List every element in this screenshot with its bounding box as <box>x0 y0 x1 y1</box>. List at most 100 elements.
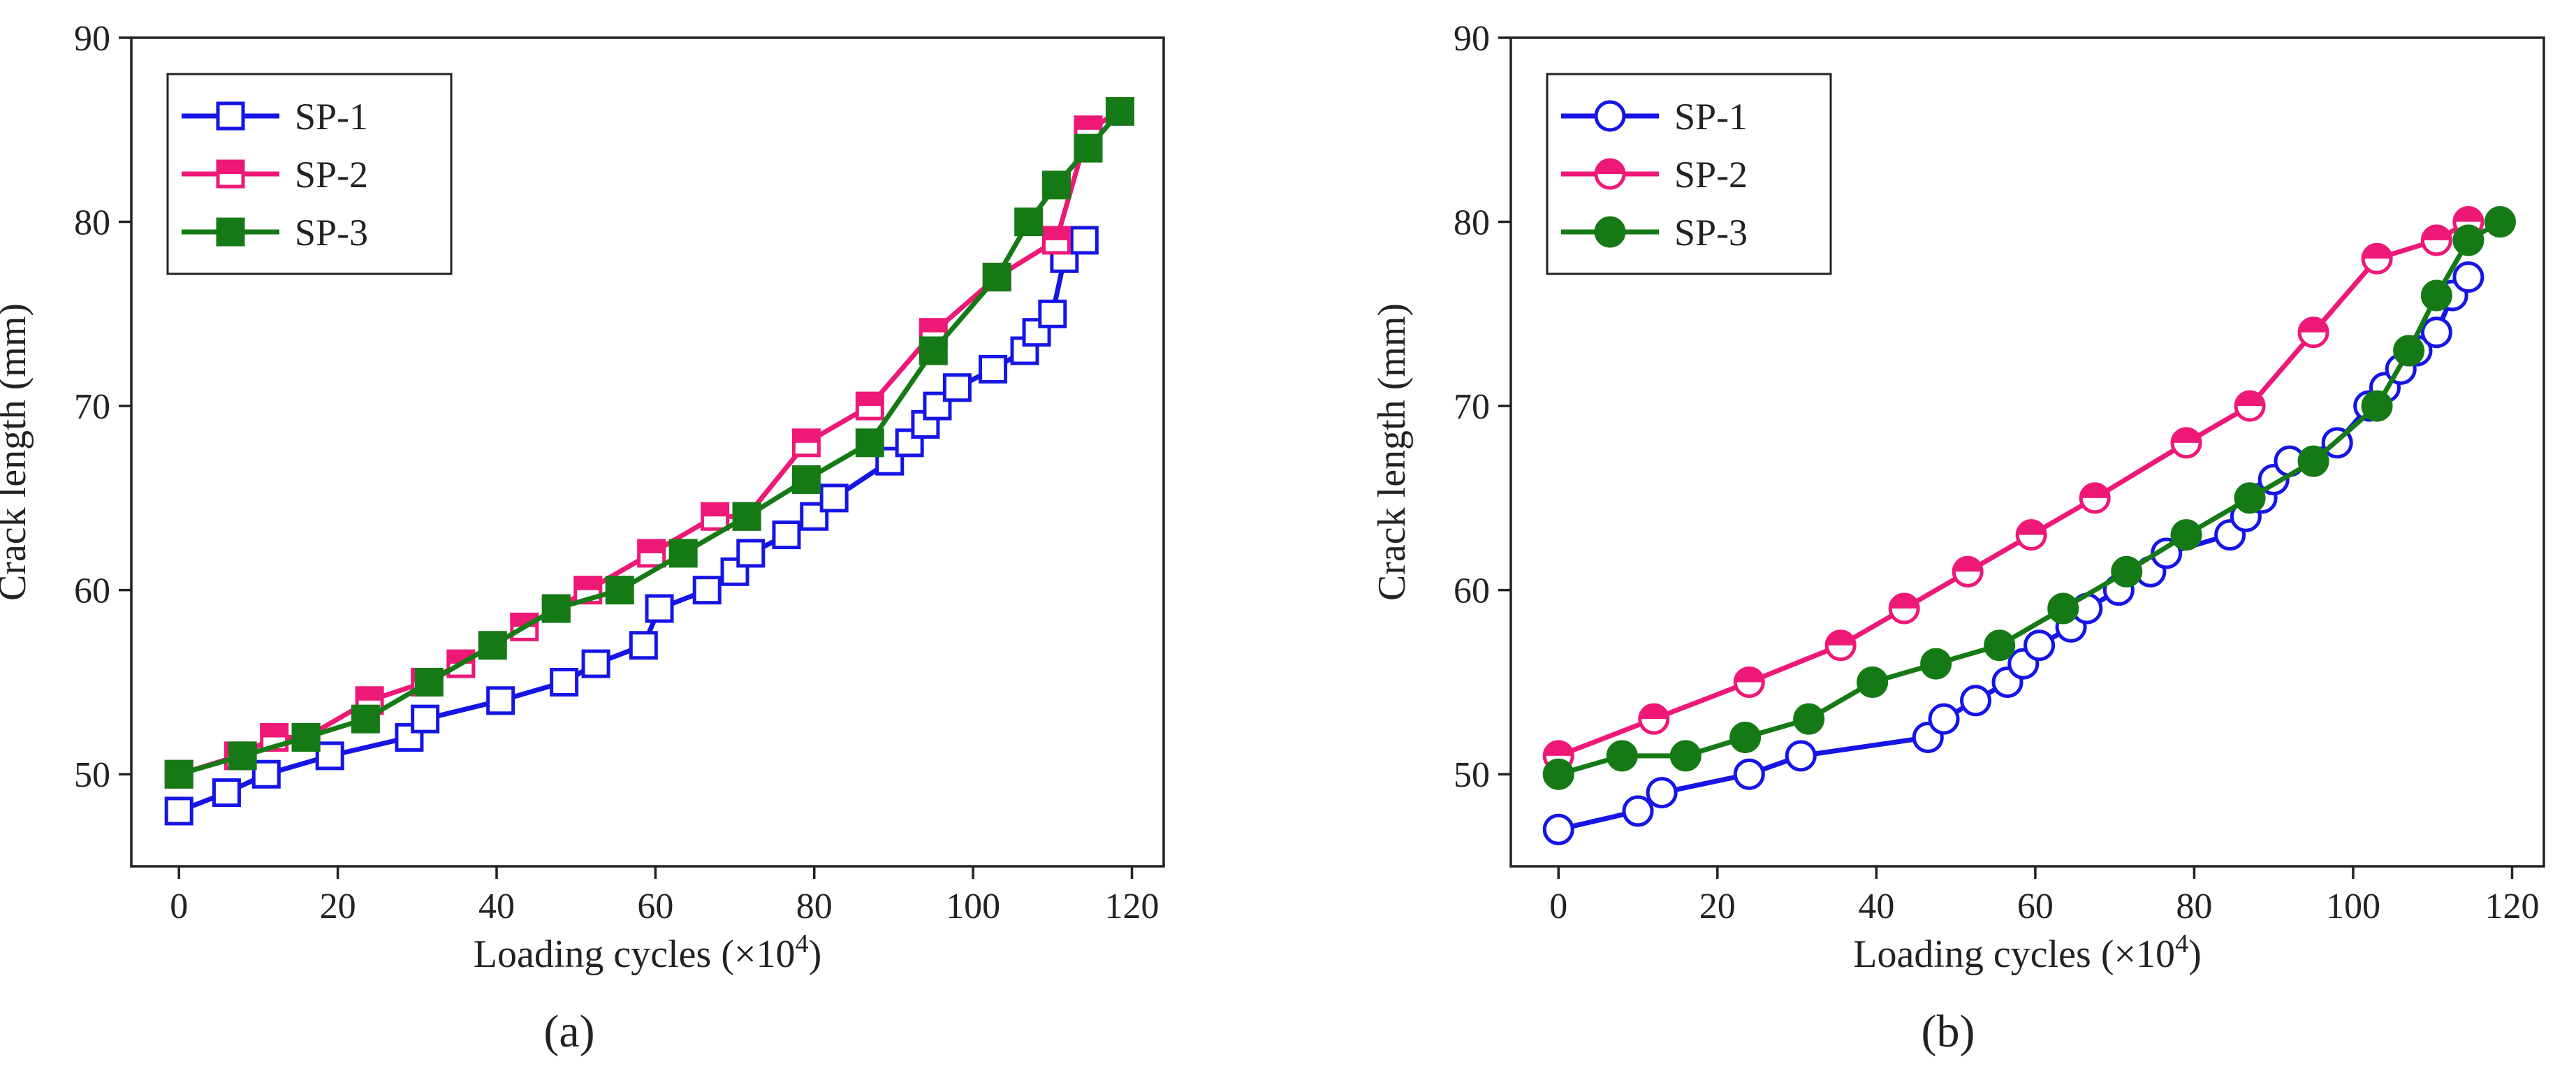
chart-panel-a: 0 20 40 60 80 100 120 50 60 70 80 90 Loading cycles … <box>0 19 1165 976</box>
data-point <box>164 796 193 826</box>
data-point <box>1542 813 1574 845</box>
legend-marker <box>216 101 245 131</box>
panel-label-a: (a) <box>543 1006 594 1057</box>
y-tick-label: 60 <box>1454 571 1490 611</box>
data-point <box>1669 740 1702 772</box>
data-point <box>919 336 948 365</box>
y-tick-label: 80 <box>1454 203 1490 243</box>
legend-marker-fill <box>218 161 243 174</box>
x-axis-title: Loading cycles (×104) <box>474 929 821 976</box>
plot-frame <box>130 36 1165 868</box>
legend-marker <box>1594 216 1626 248</box>
data-point <box>942 373 972 402</box>
y-tick-label: 90 <box>74 19 110 59</box>
data-point <box>819 483 849 513</box>
data-point <box>1622 795 1654 827</box>
data-point <box>414 667 444 697</box>
y-tick-label: 60 <box>74 571 110 611</box>
x-tick-label: 0 <box>1549 887 1567 926</box>
data-point <box>291 723 321 752</box>
data-point <box>228 741 257 771</box>
legend-marker <box>216 217 245 247</box>
x-tick-label: 60 <box>637 887 673 926</box>
series-sp-3 <box>164 96 1134 789</box>
data-point <box>1069 226 1099 255</box>
x-tick-label: 40 <box>478 887 515 926</box>
x-tick-label: 80 <box>2176 887 2212 926</box>
x-tick-label: 120 <box>1105 887 1159 926</box>
data-point <box>411 704 440 734</box>
data-point-fill <box>1735 668 1764 683</box>
data-point <box>1960 685 1992 717</box>
data-point <box>1785 740 1817 772</box>
data-point <box>2420 316 2452 349</box>
data-point-fill <box>702 504 728 517</box>
y-tick-label: 70 <box>1454 387 1490 427</box>
data-point <box>1733 758 1765 790</box>
x-tick-label: 120 <box>2484 887 2539 926</box>
data-point <box>2047 592 2079 625</box>
legend-label: SP-3 <box>295 212 368 254</box>
data-point-fill <box>357 687 383 701</box>
legend-marker-fill <box>1596 160 1624 174</box>
data-point-fill <box>261 724 287 738</box>
data-point <box>1606 740 1638 772</box>
data-point <box>2420 279 2452 312</box>
data-point <box>1920 648 1952 680</box>
data-point <box>2234 482 2266 514</box>
data-point <box>1793 703 1825 735</box>
y-tick-label: 90 <box>1454 19 1490 59</box>
data-point-fill <box>1890 595 1919 609</box>
data-point <box>692 576 722 605</box>
data-point <box>2361 390 2393 422</box>
data-point <box>164 759 193 789</box>
data-point-fill <box>2454 207 2482 222</box>
data-point-fill <box>1639 705 1668 720</box>
x-tick-label: 0 <box>170 887 188 926</box>
data-point-fill <box>1827 631 1855 646</box>
data-point <box>855 428 884 458</box>
data-point-fill <box>921 319 946 333</box>
data-point-fill <box>2422 226 2451 240</box>
data-point <box>736 539 766 568</box>
data-point-fill <box>1954 558 1982 572</box>
data-point <box>2484 206 2516 238</box>
data-point-fill <box>857 393 883 407</box>
legend: SP-1 SP-2 SP-3 <box>166 73 453 275</box>
y-tick-label: 70 <box>74 387 110 427</box>
data-point-fill <box>1075 117 1101 130</box>
data-point <box>212 778 241 808</box>
series-sp-3 <box>1542 206 2516 790</box>
data-point <box>541 594 571 623</box>
data-point-fill <box>575 577 601 590</box>
data-point <box>1928 703 1960 735</box>
chart-panel-b: 0 20 40 60 80 100 120 50 60 70 80 90 Loading cycles … <box>1370 19 2545 976</box>
y-tick-label: 50 <box>1454 755 1490 795</box>
x-tick-label: 100 <box>2326 887 2380 926</box>
data-point <box>2452 224 2484 256</box>
data-point <box>1014 207 1044 237</box>
series-line <box>1558 219 2470 759</box>
data-point-fill <box>2081 483 2109 498</box>
y-tick-label: 80 <box>74 203 110 243</box>
x-tick-label: 40 <box>1858 887 1894 926</box>
y-axis-title: Crack length (mm) <box>0 303 34 601</box>
data-point <box>1857 666 1889 698</box>
data-point <box>581 649 610 678</box>
data-point <box>732 502 761 531</box>
data-point <box>1729 722 1762 754</box>
data-point-fill <box>2017 520 2046 535</box>
y-tick-label: 50 <box>74 755 110 795</box>
data-point <box>895 428 924 458</box>
data-point <box>979 354 1008 384</box>
x-tick-label: 20 <box>320 887 356 926</box>
legend-label: SP-2 <box>1674 154 1748 196</box>
data-point <box>2297 445 2329 477</box>
x-tick-label: 20 <box>1699 887 1736 926</box>
data-point <box>2111 555 2143 588</box>
x-axis-title: Loading cycles (×104) <box>1853 929 2201 976</box>
legend-label: SP-3 <box>1674 212 1748 254</box>
data-point <box>645 594 674 623</box>
data-point-fill <box>2299 318 2328 333</box>
